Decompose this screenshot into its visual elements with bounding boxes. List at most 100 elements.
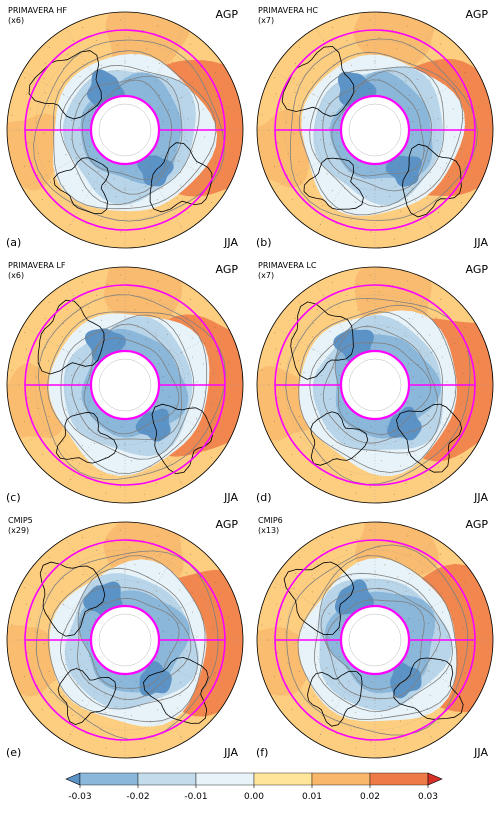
significance-dot [332,700,334,702]
significance-dot [25,93,27,95]
significance-dot [326,412,327,414]
significance-dot [35,376,37,378]
significance-dot [190,43,192,45]
significance-dot [174,660,176,662]
significance-dot [95,108,96,110]
significance-dot [412,134,414,136]
contour-line [289,38,478,221]
significance-dot [408,363,410,364]
significance-dot [107,309,109,311]
significance-dot [161,665,163,667]
significance-dot [285,121,287,123]
colorbar-tick-label: -0.03 [68,792,91,802]
significance-dot [107,421,109,423]
significance-dot [407,454,408,456]
significance-dot [437,722,439,723]
panel-title: PRIMAVERA HC (x7) [258,6,318,25]
significance-dot [430,427,431,429]
coastline [37,299,105,375]
significance-dot [131,180,133,182]
significance-dot [339,656,341,657]
significance-dot [316,564,318,566]
significance-dot [171,380,173,382]
significance-dot [179,184,181,186]
significance-dot [350,574,352,576]
significance-dot [44,347,46,349]
significance-dot [321,120,323,122]
significance-dot [452,363,454,365]
colorbar-bin [253,772,313,786]
polar-hole-ring [348,358,402,412]
coastline [290,301,354,380]
significance-dot [104,694,106,695]
significance-dot [98,680,100,682]
significance-dot [63,578,64,579]
significance-dot [204,391,206,393]
significance-dot [344,443,345,444]
significance-dot [350,219,352,221]
panel-letter: (e) [6,746,22,759]
polar-hole-ring [348,613,402,667]
significance-dot [79,398,81,400]
significance-dot [63,604,64,605]
significance-dot [393,238,395,240]
significance-dot [291,453,293,455]
significance-dot [157,146,159,148]
significance-dot [354,91,356,93]
significance-dot [155,80,157,82]
significance-dot [429,184,431,186]
panel-letter: (c) [6,491,21,504]
panel-title: CMIP6 (x13) [258,516,283,535]
significance-dot [381,180,383,182]
significance-dot [421,635,423,637]
significance-dot [298,105,300,107]
significance-dot [120,231,122,233]
significance-dot [146,558,148,560]
significance-dot [196,381,198,383]
significance-dot [332,281,333,283]
significance-dot [441,592,443,594]
significance-dot [298,46,300,48]
significance-dot [326,683,328,685]
significance-dot [95,618,96,620]
season-label: AGP [215,8,239,21]
significance-dot [328,382,330,384]
significance-dot [82,281,83,283]
coastline [310,411,369,466]
significance-dot [187,212,189,213]
significance-dot [441,82,443,84]
significance-dot [61,81,63,83]
coastline [53,157,110,214]
months-label: JJA [224,491,238,504]
significance-dot [413,176,415,178]
significance-dot [212,627,214,629]
significance-dot [196,126,198,128]
significance-dot [320,139,322,141]
significance-dot [43,133,45,134]
significance-dot [178,160,180,162]
significance-dot [436,62,437,64]
significance-dot [172,316,174,318]
significance-dot [409,44,411,46]
significance-dot [186,395,188,397]
significance-dot [328,358,330,359]
significance-dot [76,157,77,159]
significance-dot [446,126,448,128]
months-label: JJA [474,491,488,504]
significance-dot [96,585,98,587]
significance-dot [464,672,466,674]
significance-dot [460,403,462,405]
panel-letter: (a) [6,236,22,249]
significance-dot [131,435,133,437]
colorbar-tick-label: -0.02 [126,792,149,802]
significance-dot [416,333,418,335]
significance-dot [408,108,410,109]
significance-dot [293,332,295,334]
significance-dot [366,325,368,326]
contour-line [47,311,208,474]
significance-dot [374,316,376,318]
significance-dot [214,327,216,328]
significance-dot [92,609,94,611]
significance-dot [274,421,275,423]
significance-dot [63,695,65,697]
